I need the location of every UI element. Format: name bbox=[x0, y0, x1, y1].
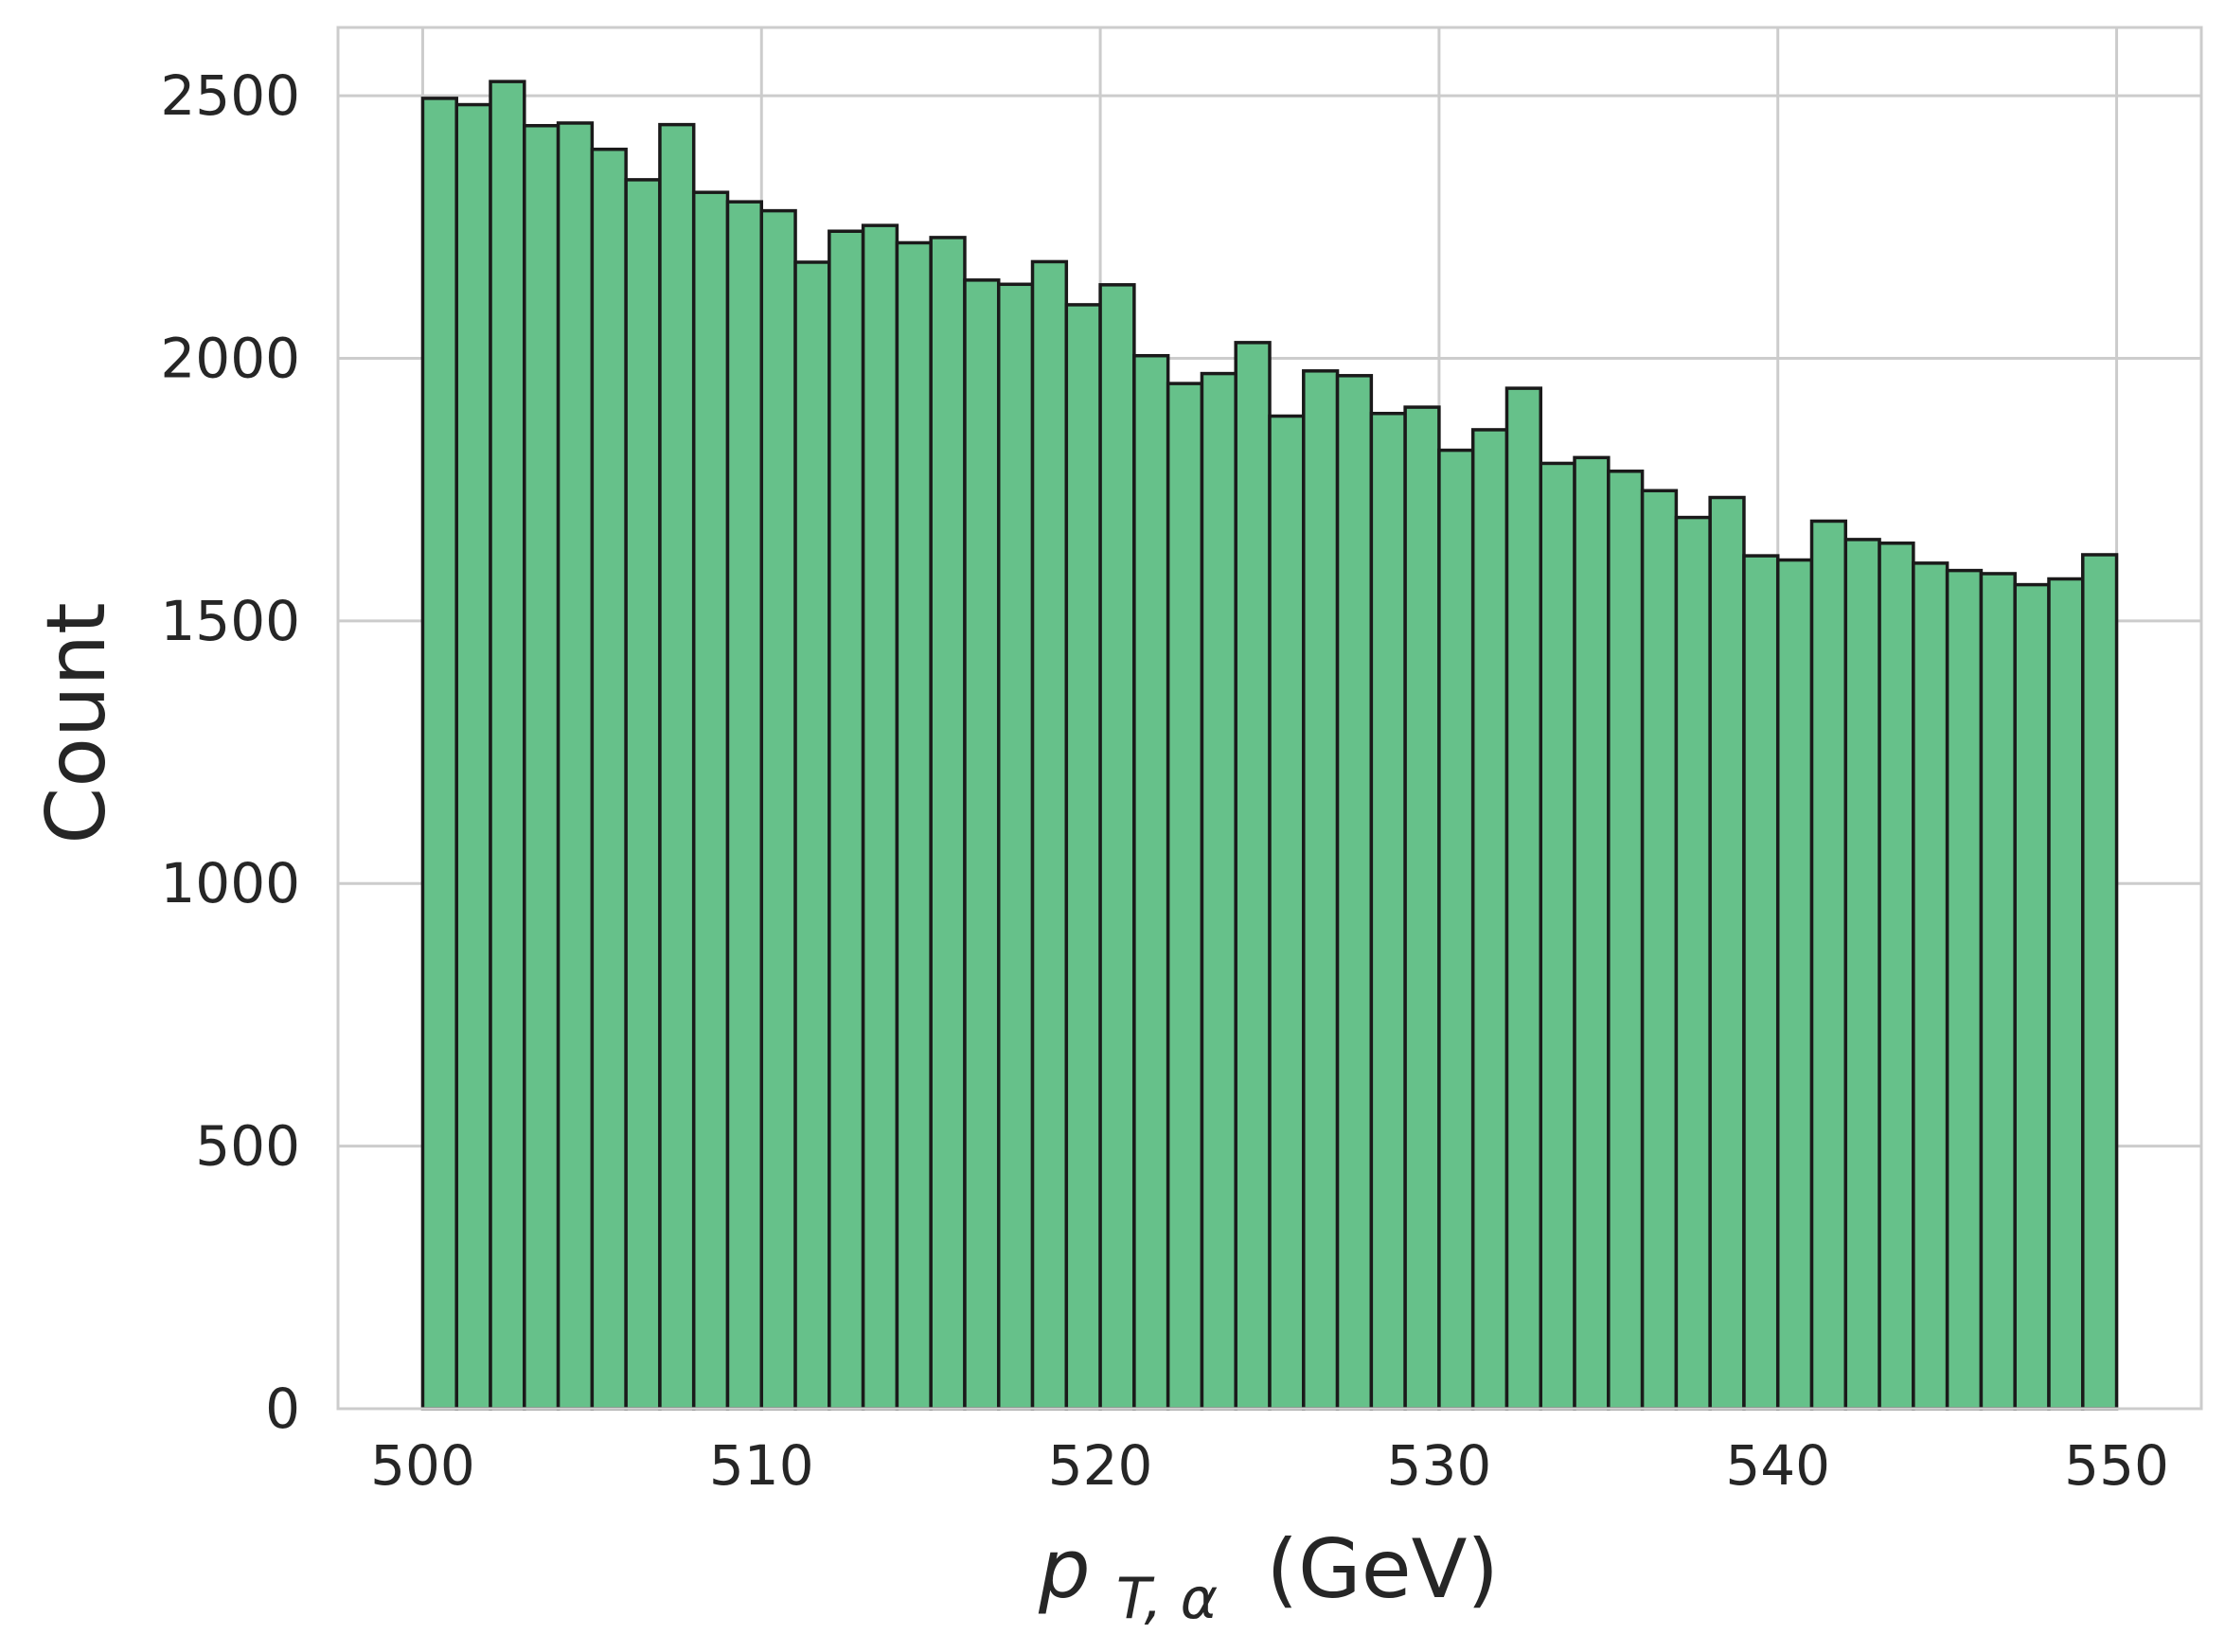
histogram-bar bbox=[556, 121, 595, 1411]
x-tick-label: 510 bbox=[709, 1433, 814, 1498]
histogram-bar bbox=[1234, 341, 1272, 1411]
histogram-bar bbox=[1742, 554, 1780, 1411]
histogram-bar bbox=[1775, 558, 1814, 1411]
histogram-bar bbox=[1132, 353, 1170, 1411]
histogram-bar bbox=[1809, 519, 1848, 1411]
histogram-bar bbox=[624, 178, 662, 1411]
y-tick-label: 2500 bbox=[160, 63, 300, 128]
histogram-bar bbox=[996, 282, 1035, 1411]
histogram-bar bbox=[1607, 470, 1645, 1411]
y-axis-title: Count bbox=[29, 602, 124, 844]
histogram-bar bbox=[2047, 577, 2085, 1411]
y-tick-label: 1000 bbox=[160, 851, 300, 915]
histogram-bar bbox=[1504, 386, 1543, 1411]
histogram-bar bbox=[1437, 448, 1475, 1411]
y-tick-label: 1500 bbox=[160, 589, 300, 653]
histogram-bar bbox=[590, 147, 628, 1411]
histogram-bar bbox=[420, 97, 458, 1411]
histogram-bar bbox=[523, 123, 561, 1411]
y-tick-labels: 0 500 1000 1500 2000 2500 bbox=[160, 63, 300, 1441]
histogram-bar bbox=[2013, 582, 2051, 1411]
x-axis-subscript: T, α bbox=[1116, 1566, 1218, 1632]
histogram-bar bbox=[1979, 572, 2017, 1411]
x-axis-unit: (GeV) bbox=[1267, 1522, 1500, 1617]
x-tick-label: 540 bbox=[1725, 1433, 1830, 1498]
histogram-bar bbox=[1640, 488, 1679, 1411]
histogram-bar bbox=[1403, 405, 1441, 1411]
histogram-bar bbox=[963, 278, 1001, 1411]
histogram-bar bbox=[454, 102, 492, 1411]
histogram-bar bbox=[1945, 568, 1984, 1411]
histogram-bar bbox=[895, 240, 933, 1411]
histogram-bar bbox=[658, 122, 696, 1411]
histogram-bar bbox=[929, 236, 967, 1411]
x-tick-label: 550 bbox=[2064, 1433, 2169, 1498]
histogram-bar bbox=[1843, 538, 1881, 1411]
x-tick-label: 520 bbox=[1048, 1433, 1153, 1498]
histogram-bar bbox=[1369, 411, 1407, 1411]
histogram-bar bbox=[1912, 561, 1949, 1411]
histogram-bars bbox=[420, 80, 2119, 1411]
x-axis-symbol: p bbox=[1038, 1522, 1091, 1617]
histogram-bar bbox=[1030, 259, 1069, 1411]
histogram-bar bbox=[1302, 369, 1340, 1411]
x-tick-label: 500 bbox=[370, 1433, 475, 1498]
histogram-bar bbox=[1708, 495, 1746, 1411]
histogram-bar bbox=[1878, 542, 1915, 1411]
histogram-bar bbox=[1064, 303, 1102, 1411]
histogram-bar bbox=[1573, 455, 1611, 1411]
histogram-bar bbox=[1166, 382, 1204, 1411]
histogram-bar bbox=[691, 190, 730, 1411]
plot-frame bbox=[336, 26, 2203, 1411]
histogram-bar bbox=[759, 208, 797, 1411]
x-tick-labels: 500 510 520 530 540 550 bbox=[370, 1433, 2169, 1498]
histogram-bar bbox=[861, 223, 899, 1411]
histogram-bar bbox=[1674, 515, 1712, 1411]
histogram-bar bbox=[793, 260, 831, 1411]
y-tick-label: 500 bbox=[195, 1114, 300, 1179]
histogram-bar bbox=[1335, 374, 1374, 1411]
y-tick-label: 0 bbox=[265, 1377, 300, 1441]
histogram-bar bbox=[1539, 461, 1576, 1411]
histogram-bar bbox=[1098, 283, 1136, 1411]
histogram-bar bbox=[1200, 371, 1237, 1411]
histogram-bar bbox=[725, 200, 764, 1411]
histogram-bar bbox=[489, 80, 526, 1411]
y-tick-label: 2000 bbox=[160, 326, 300, 390]
histogram-bar bbox=[1268, 414, 1306, 1411]
histogram-bar bbox=[1470, 428, 1509, 1411]
x-tick-label: 530 bbox=[1387, 1433, 1492, 1498]
x-axis-title: p T, α (GeV) bbox=[1038, 1522, 1499, 1638]
histogram-bar bbox=[2081, 553, 2119, 1411]
histogram-bar bbox=[828, 229, 865, 1411]
